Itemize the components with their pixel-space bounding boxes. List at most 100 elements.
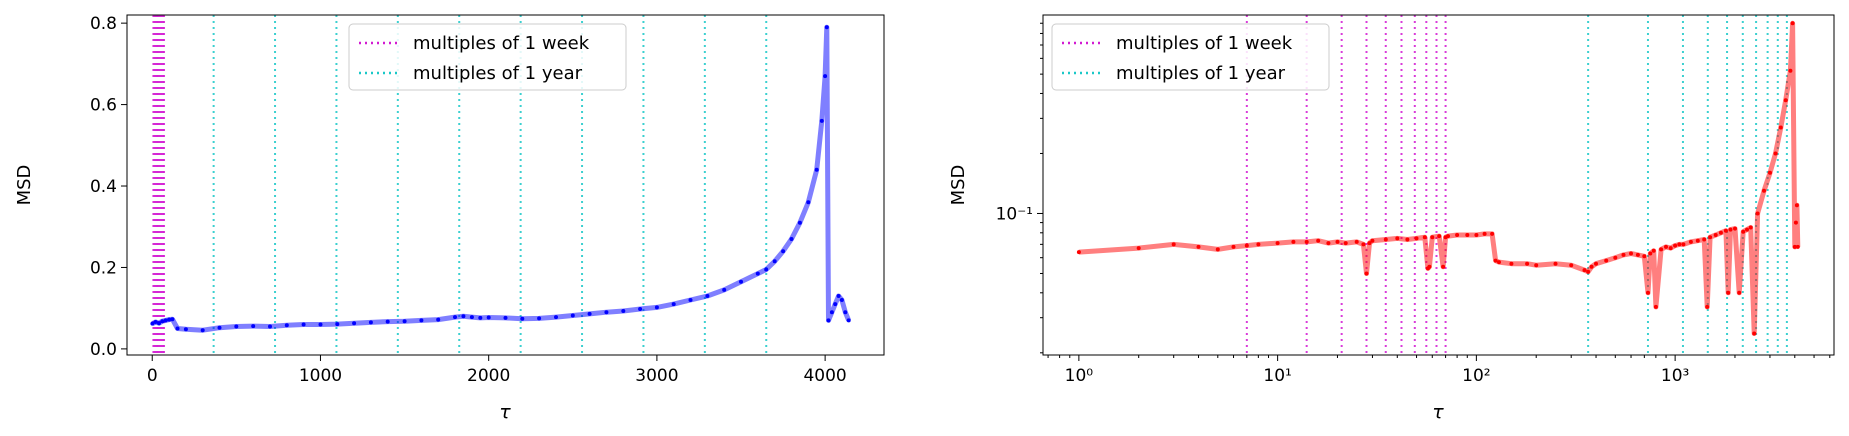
left-axes-frame bbox=[126, 14, 885, 356]
series-point bbox=[1621, 252, 1626, 257]
series-point bbox=[1792, 244, 1797, 249]
series-point bbox=[368, 320, 373, 325]
left-legend-box bbox=[348, 23, 627, 91]
series-point bbox=[1653, 304, 1658, 309]
series-point bbox=[268, 324, 272, 329]
series-point bbox=[1752, 331, 1757, 336]
y-tick-label: 0.4 bbox=[90, 177, 117, 197]
series-point bbox=[722, 287, 727, 292]
series-point bbox=[1383, 237, 1388, 242]
right-x-axis-label: τ bbox=[1432, 401, 1444, 423]
series-point bbox=[1493, 258, 1498, 263]
series-point bbox=[814, 167, 819, 172]
y-tick-label: 0.0 bbox=[90, 340, 117, 360]
x-tick-label: 10¹ bbox=[1263, 366, 1291, 386]
series-point bbox=[739, 279, 743, 284]
series-point bbox=[1196, 244, 1201, 249]
series-point bbox=[1733, 226, 1737, 231]
series-point bbox=[1316, 238, 1321, 243]
series-point bbox=[1629, 251, 1633, 256]
series-point bbox=[1437, 234, 1442, 239]
series-point bbox=[157, 321, 161, 326]
right-axes-frame bbox=[1042, 14, 1835, 356]
series-point bbox=[1794, 203, 1799, 208]
series-point bbox=[318, 322, 323, 327]
series-point bbox=[570, 313, 575, 318]
series-point bbox=[819, 118, 824, 123]
series-point bbox=[839, 298, 844, 302]
series-point bbox=[781, 249, 786, 254]
series-point bbox=[764, 267, 769, 272]
series-point bbox=[823, 74, 828, 79]
series-point bbox=[251, 324, 256, 329]
series-point bbox=[1762, 188, 1766, 193]
x-tick-label: 0 bbox=[147, 366, 158, 386]
right-legend-week-label: multiples of 1 week bbox=[1116, 33, 1293, 54]
series-point bbox=[1668, 246, 1673, 251]
series-point bbox=[824, 25, 829, 30]
series-point bbox=[1490, 231, 1495, 236]
x-tick-label: 2000 bbox=[467, 366, 510, 386]
series-point bbox=[335, 322, 340, 327]
series-point bbox=[1465, 233, 1470, 237]
series-point bbox=[1482, 231, 1487, 236]
series-point bbox=[1681, 242, 1686, 247]
series-point bbox=[1256, 242, 1261, 247]
x-tick-label: 1000 bbox=[299, 366, 342, 386]
series-point bbox=[1343, 241, 1348, 246]
x-tick-label: 4000 bbox=[803, 366, 846, 386]
series-point bbox=[163, 318, 168, 323]
series-point bbox=[1367, 241, 1372, 246]
series-point bbox=[1635, 252, 1640, 257]
series-point bbox=[160, 319, 165, 324]
series-point bbox=[836, 294, 841, 298]
series-point bbox=[554, 315, 558, 320]
series-point bbox=[1646, 290, 1650, 295]
series-point bbox=[175, 326, 180, 331]
series-point bbox=[1745, 227, 1749, 232]
series-point bbox=[1695, 238, 1700, 243]
series-point bbox=[1594, 261, 1598, 266]
series-point bbox=[1414, 236, 1419, 241]
series-point bbox=[352, 321, 357, 326]
series-point bbox=[385, 319, 390, 324]
series-point bbox=[1613, 255, 1618, 260]
series-point bbox=[1651, 248, 1656, 253]
series-point bbox=[1748, 225, 1753, 230]
series-point bbox=[587, 311, 592, 316]
series-point bbox=[1474, 233, 1479, 237]
series-point bbox=[1291, 239, 1296, 244]
x-tick-label: 10⁰ bbox=[1065, 366, 1094, 386]
series-point bbox=[1677, 242, 1682, 247]
series-point bbox=[1755, 211, 1760, 216]
series-point bbox=[705, 294, 710, 298]
series-point bbox=[1737, 290, 1742, 295]
series-point bbox=[1688, 239, 1693, 244]
series-point bbox=[183, 327, 188, 332]
series-point bbox=[1215, 247, 1220, 252]
series-point bbox=[1790, 21, 1795, 26]
series-point bbox=[1589, 264, 1594, 269]
series-point bbox=[688, 298, 693, 302]
series-point bbox=[1718, 230, 1723, 235]
series-point bbox=[1705, 304, 1710, 309]
series-point bbox=[419, 318, 424, 323]
series-point bbox=[1793, 220, 1798, 225]
series-point bbox=[1405, 237, 1410, 242]
series-point bbox=[1335, 239, 1340, 244]
series-point bbox=[1788, 68, 1793, 73]
right-legend-year-label: multiples of 1 year bbox=[1116, 63, 1286, 84]
series-point bbox=[833, 302, 838, 307]
series-point bbox=[1136, 246, 1141, 251]
series-point bbox=[638, 307, 643, 311]
series-point bbox=[789, 237, 794, 241]
series-point bbox=[537, 316, 542, 321]
series-line-1 bbox=[151, 24, 852, 333]
series-point bbox=[1778, 125, 1783, 130]
series-point bbox=[469, 315, 474, 320]
series-point bbox=[1244, 243, 1249, 248]
series-point bbox=[1422, 235, 1427, 240]
left-legend-week-label: multiples of 1 week bbox=[413, 33, 590, 54]
series-point bbox=[1783, 98, 1788, 103]
